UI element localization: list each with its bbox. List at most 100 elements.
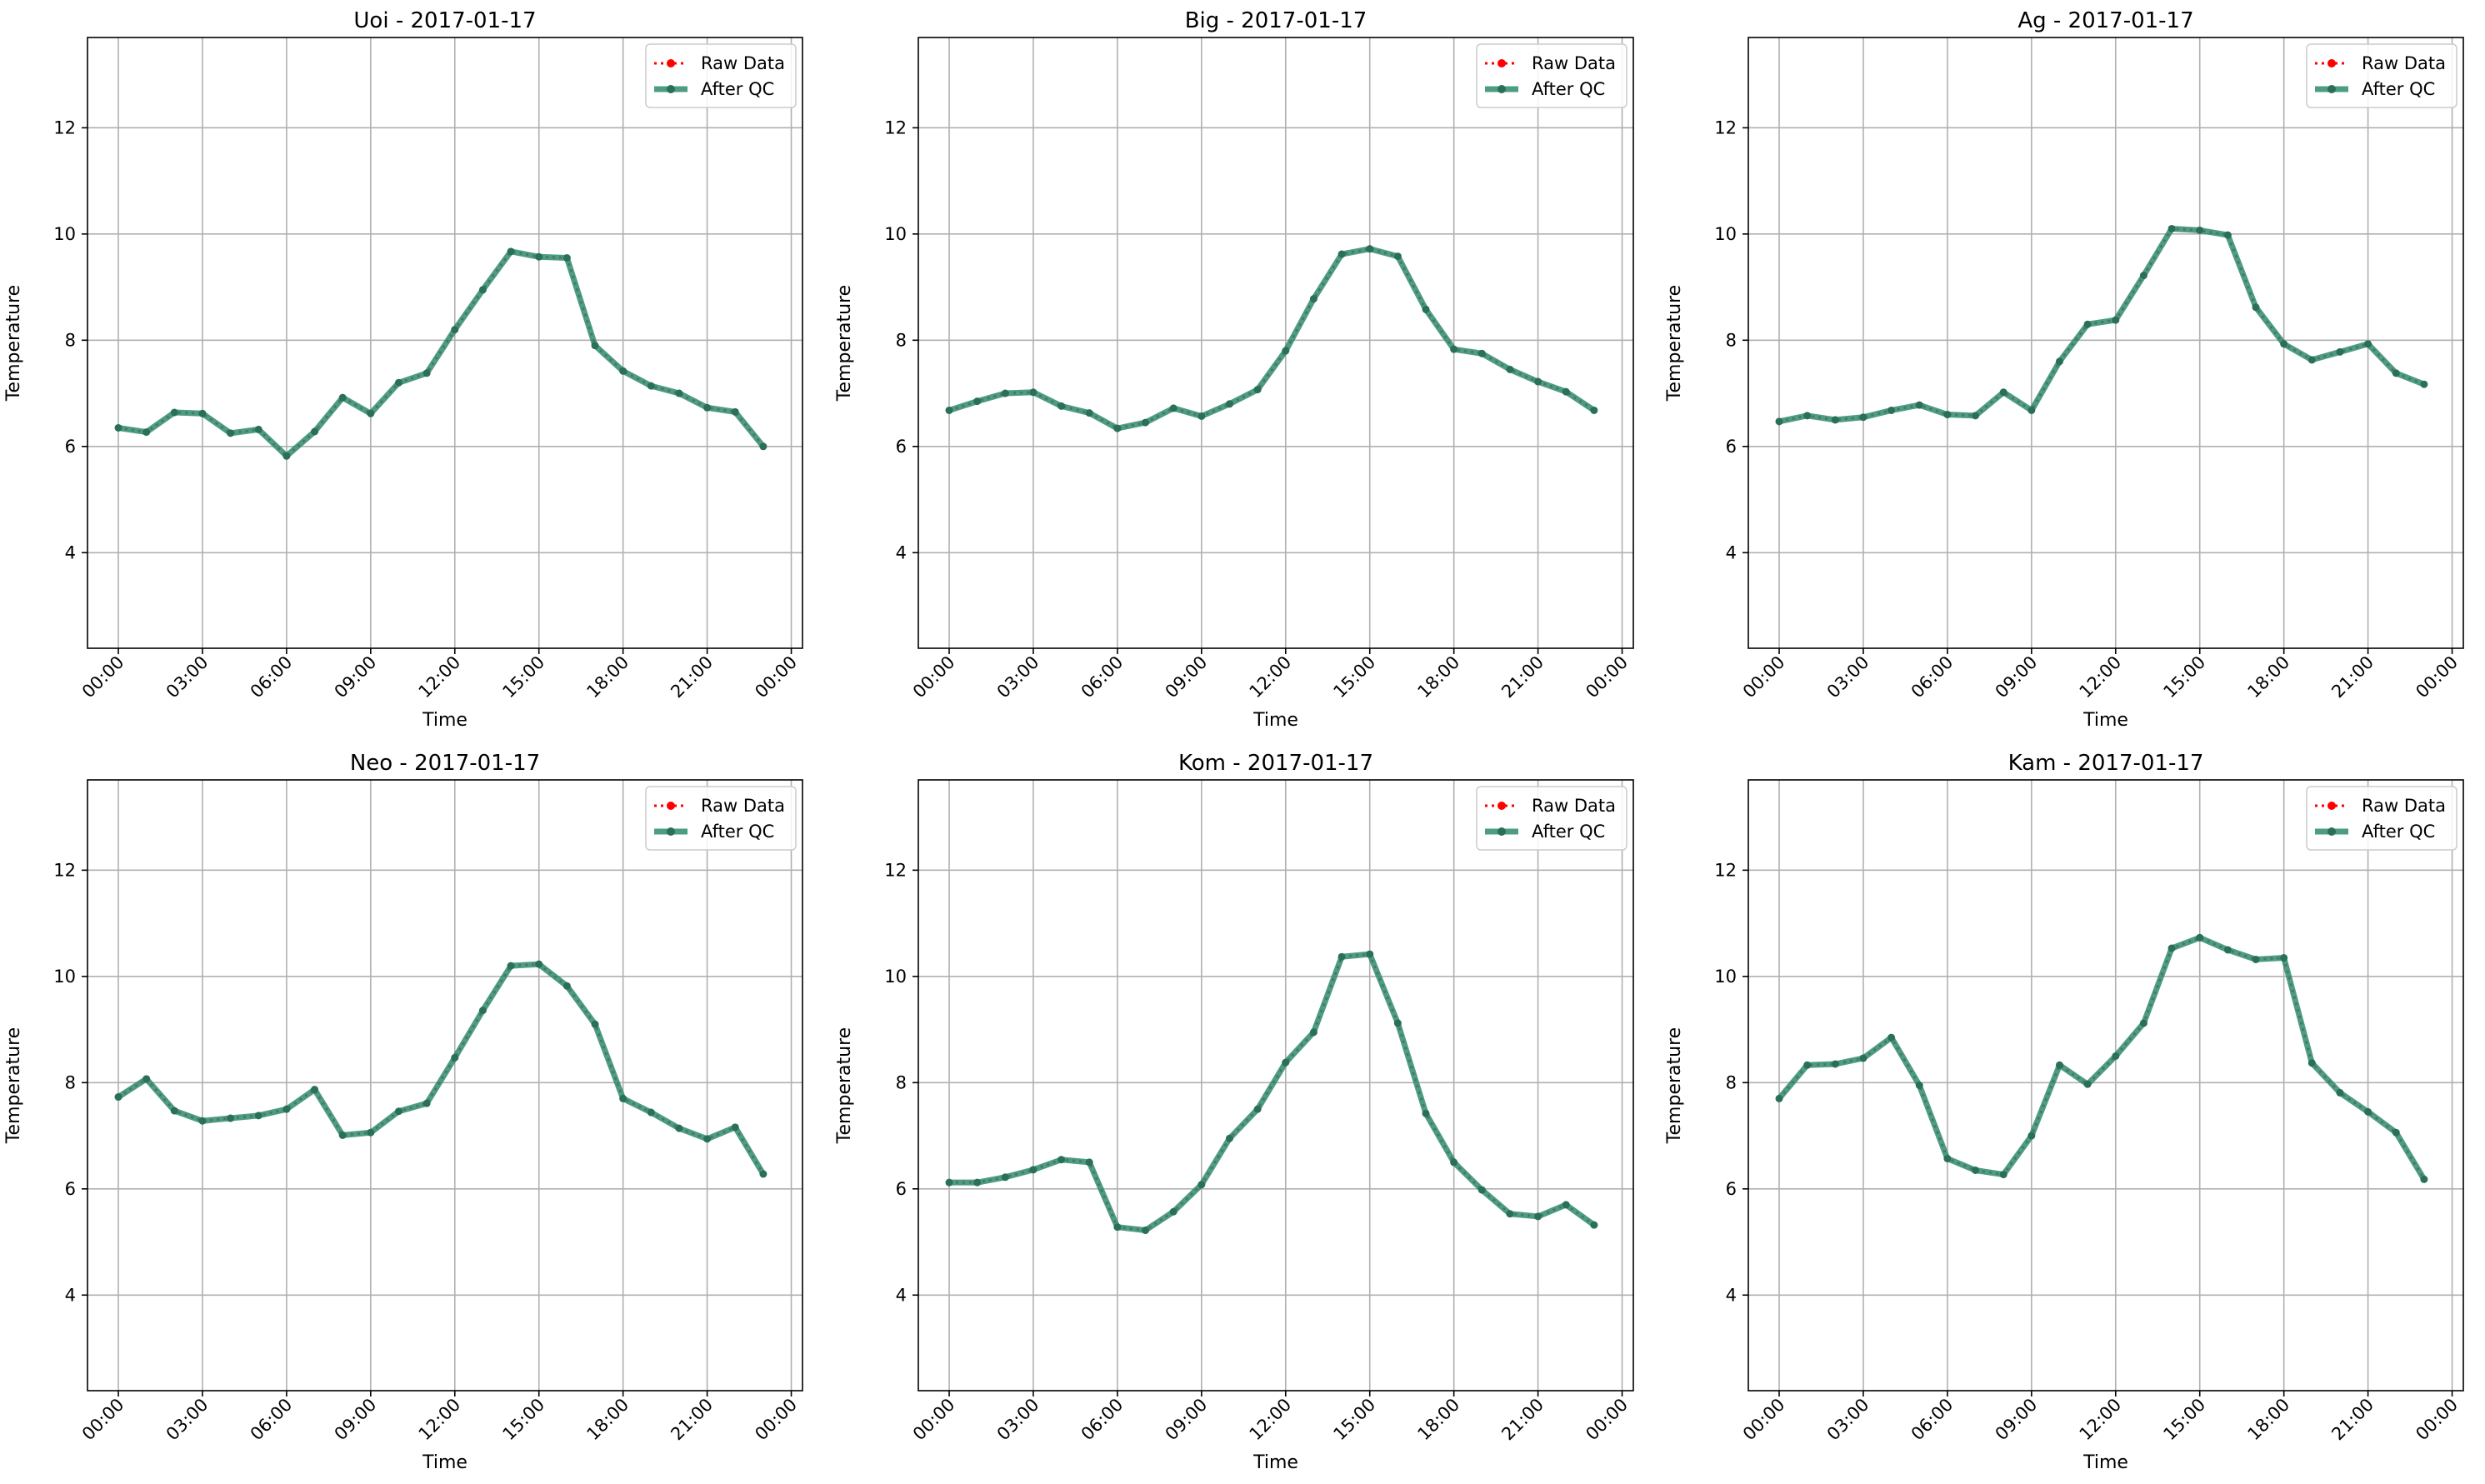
after-qc-point bbox=[1888, 406, 1896, 414]
after-qc-point bbox=[1999, 388, 2008, 397]
after-qc-point bbox=[703, 1135, 712, 1143]
after-qc-point bbox=[1029, 388, 1038, 397]
after-qc-point bbox=[114, 423, 122, 432]
x-tick-label: 00:00 bbox=[909, 652, 959, 702]
after-qc-point bbox=[1253, 1105, 1262, 1113]
after-qc-point bbox=[1534, 377, 1542, 386]
after-qc-point bbox=[422, 369, 431, 377]
legend-qc-label: After QC bbox=[2362, 79, 2435, 99]
x-tick-label: 00:00 bbox=[1739, 1395, 1789, 1445]
x-tick-label: 21:00 bbox=[667, 1395, 717, 1445]
after-qc-point bbox=[2028, 406, 2036, 414]
y-tick-label: 4 bbox=[65, 1285, 76, 1305]
after-qc-point bbox=[170, 1107, 178, 1115]
y-tick-label: 10 bbox=[884, 967, 907, 987]
after-qc-point bbox=[1888, 1033, 1896, 1042]
y-tick-label: 4 bbox=[1726, 1285, 1737, 1305]
x-axis-label: Time bbox=[1252, 1452, 1298, 1473]
after-qc-point bbox=[1282, 347, 1290, 355]
x-axis-label: Time bbox=[1252, 710, 1298, 731]
legend-qc-label: After QC bbox=[1532, 79, 1605, 99]
after-qc-point bbox=[2055, 357, 2063, 366]
x-tick-label: 09:00 bbox=[1992, 1395, 2042, 1445]
after-qc-point bbox=[2280, 954, 2288, 962]
after-qc-point bbox=[2196, 226, 2204, 234]
after-qc-line bbox=[948, 246, 1596, 432]
after-qc-point bbox=[2028, 1132, 2036, 1140]
after-qc-point bbox=[2196, 933, 2204, 942]
after-qc-point bbox=[1001, 389, 1009, 397]
subplot-title: Ag - 2017-01-17 bbox=[2018, 8, 2193, 33]
y-tick-label: 10 bbox=[884, 224, 907, 244]
after-qc-point bbox=[451, 1053, 459, 1062]
after-qc-point bbox=[1085, 1158, 1093, 1167]
after-qc-point bbox=[2168, 224, 2176, 232]
after-qc-line bbox=[117, 961, 766, 1176]
after-qc-point bbox=[1915, 401, 1923, 409]
after-qc-point bbox=[507, 962, 515, 970]
x-tick-label: 21:00 bbox=[2328, 1395, 2378, 1445]
subplot: Neo - 2017-01-17 4 6 8 10 12 00:00 03:00 06:00 09… bbox=[3, 751, 803, 1473]
x-tick-label: 18:00 bbox=[582, 652, 632, 702]
x-tick-label: 15:00 bbox=[2159, 652, 2209, 702]
after-qc-point bbox=[1859, 413, 1868, 422]
after-qc-point bbox=[1803, 1061, 1812, 1069]
after-qc-point bbox=[619, 1094, 628, 1102]
legend-qc-marker bbox=[1498, 827, 1506, 836]
y-tick-label: 8 bbox=[1726, 1072, 1737, 1092]
after-qc-point bbox=[2392, 369, 2400, 377]
legend: Raw Data After QC bbox=[2306, 43, 2458, 108]
x-tick-label: 15:00 bbox=[1329, 652, 1379, 702]
subplot-title: Big - 2017-01-17 bbox=[1185, 8, 1368, 33]
after-qc-point bbox=[1198, 412, 1206, 420]
after-qc-point bbox=[1972, 412, 1980, 420]
x-tick-label: 00:00 bbox=[1739, 652, 1789, 702]
after-qc-point bbox=[2112, 1052, 2120, 1060]
after-qc-point bbox=[759, 442, 768, 451]
after-qc-point bbox=[367, 409, 375, 417]
after-qc-point bbox=[1366, 950, 1374, 958]
subplot-title: Neo - 2017-01-17 bbox=[350, 751, 540, 776]
after-qc-point bbox=[1506, 365, 1514, 373]
after-qc-point bbox=[1225, 400, 1233, 408]
after-qc-point bbox=[2364, 1107, 2372, 1116]
after-qc-point bbox=[562, 982, 571, 990]
legend-raw-label: Raw Data bbox=[1532, 53, 1616, 73]
axes-frame bbox=[918, 779, 1634, 1392]
y-axis-label: Temperature bbox=[3, 1027, 24, 1144]
after-qc-line bbox=[1777, 934, 2427, 1182]
after-qc-point bbox=[2223, 231, 2232, 239]
after-qc-point bbox=[2308, 1059, 2316, 1067]
after-qc-point bbox=[1562, 1201, 1570, 1209]
subplot-title: Kom - 2017-01-17 bbox=[1178, 751, 1373, 776]
y-tick-label: 8 bbox=[896, 1072, 907, 1092]
x-tick-label: 00:00 bbox=[1582, 1395, 1632, 1445]
after-qc-point bbox=[282, 1105, 291, 1113]
after-qc-point bbox=[1422, 305, 1430, 313]
x-tick-label: 09:00 bbox=[1992, 652, 2042, 702]
after-qc-point bbox=[1831, 416, 1839, 424]
after-qc-point bbox=[338, 393, 347, 402]
legend-qc-label: After QC bbox=[2362, 822, 2435, 842]
legend-qc-marker bbox=[667, 827, 675, 836]
legend: Raw Data After QC bbox=[645, 43, 797, 108]
y-tick-label: 8 bbox=[65, 330, 76, 350]
subplot: Big - 2017-01-17 4 6 8 10 12 00:00 03:00 06:00 09… bbox=[834, 8, 1634, 731]
y-tick-label: 4 bbox=[896, 542, 907, 562]
legend-raw-marker bbox=[1498, 802, 1506, 810]
y-tick-label: 12 bbox=[53, 117, 76, 137]
legend-raw-marker bbox=[2328, 802, 2336, 810]
after-qc-point bbox=[1225, 1134, 1233, 1142]
axes-frame bbox=[918, 37, 1634, 649]
after-qc-line bbox=[118, 248, 766, 459]
after-qc-point bbox=[675, 1124, 683, 1132]
y-tick-label: 4 bbox=[896, 1285, 907, 1305]
after-qc-point bbox=[1943, 1154, 1952, 1162]
after-qc-point bbox=[198, 1117, 207, 1125]
x-tick-label: 21:00 bbox=[2328, 652, 2378, 702]
y-tick-label: 10 bbox=[1714, 967, 1737, 987]
after-qc-point bbox=[945, 406, 953, 414]
x-tick-label: 12:00 bbox=[415, 652, 465, 702]
x-tick-label: 18:00 bbox=[1413, 652, 1463, 702]
after-qc-point bbox=[535, 252, 543, 261]
